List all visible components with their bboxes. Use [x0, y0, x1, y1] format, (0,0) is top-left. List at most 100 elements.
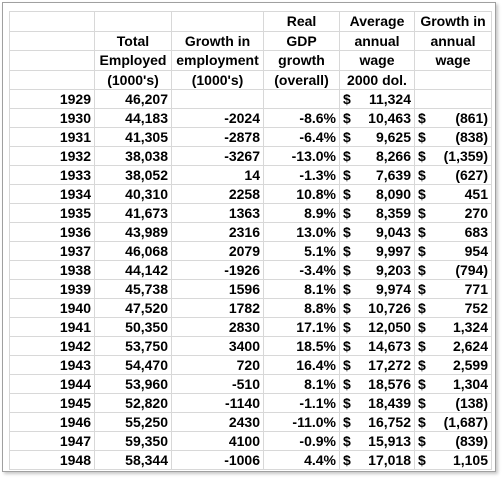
cell-text: 1929 [59, 91, 91, 107]
header-text: (1000's) [191, 71, 244, 88]
money-cell: $16,752 [339, 412, 415, 432]
cell-text: 17,018 [368, 452, 411, 468]
money-cell: $ (627) [414, 165, 492, 185]
cell-text: 1944 [59, 376, 91, 392]
cell: 44,183 [94, 108, 172, 128]
currency-sign: $ [343, 357, 351, 373]
currency-sign: $ [343, 300, 351, 316]
cell-text: 1938 [59, 262, 91, 278]
money-cell: $17,018 [339, 450, 415, 470]
cell-text: 52,820 [125, 395, 168, 411]
cell-text: 9,625 [375, 129, 411, 145]
data-row: 1932 38,038 -3267 -13.0% $8,266 $ (1,359) [9, 146, 492, 166]
header-cell: employment [171, 50, 264, 71]
cell-text: 270 [464, 205, 488, 221]
cell-text: 8,090 [375, 186, 411, 202]
currency-sign: $ [418, 433, 426, 449]
header-cell [9, 50, 95, 71]
money-cell: $ (1,359) [414, 146, 492, 166]
cell-text: (1,687) [443, 414, 488, 430]
cell-text: -1.1% [299, 395, 336, 411]
data-row: 1931 41,305 -2878 -6.4% $9,625 $ (838) [9, 127, 492, 147]
money-cell: $9,625 [339, 127, 415, 147]
cell: 5.1% [263, 241, 340, 261]
cell-text: 16,752 [368, 414, 411, 430]
cell: 16.4% [263, 355, 340, 375]
currency-sign: $ [343, 338, 351, 354]
cell-text: (138) [455, 395, 488, 411]
currency-sign: $ [418, 376, 426, 392]
cell: 17.1% [263, 317, 340, 337]
cell-text: -2878 [224, 129, 260, 145]
header-cell: (overall) [263, 69, 340, 90]
money-cell: $2,624 [414, 336, 492, 356]
cell: 1938 [9, 260, 95, 280]
cell: 40,310 [94, 184, 172, 204]
cell-text: 43,989 [125, 224, 168, 240]
cell-text: 752 [464, 300, 488, 316]
currency-sign: $ [343, 205, 351, 221]
data-row: 1934 40,310 2258 10.8% $8,090 $451 [9, 184, 492, 204]
cell: 2079 [171, 241, 264, 261]
cell: 44,142 [94, 260, 172, 280]
cell-text: 44,183 [125, 110, 168, 126]
cell: 52,820 [94, 393, 172, 413]
cell-text: 59,350 [125, 433, 168, 449]
cell: 8.1% [263, 374, 340, 394]
cell-text: 2830 [228, 319, 260, 335]
money-cell: $752 [414, 298, 492, 318]
cell-text: 7,639 [375, 167, 411, 183]
cell-text: 1,324 [452, 319, 488, 335]
cell-text: 2079 [228, 243, 260, 259]
cell: 45,738 [94, 279, 172, 299]
cell: 50,350 [94, 317, 172, 337]
header-row: (1000's) (1000's) (overall) 2000 dol. [9, 69, 492, 90]
cell: 53,960 [94, 374, 172, 394]
cell-text: 1943 [59, 357, 91, 373]
cell: 53,750 [94, 336, 172, 356]
currency-sign: $ [343, 129, 351, 145]
cell: -11.0% [263, 412, 340, 432]
data-row: 1929 46,207 $11,324 [9, 89, 492, 109]
cell-text: 11,324 [368, 91, 411, 107]
money-cell: $10,463 [339, 108, 415, 128]
cell-text: 53,960 [125, 376, 168, 392]
data-row: 1938 44,142 -1926 -3.4% $9,203 $ (794) [9, 260, 492, 280]
cell-text: 9,997 [375, 243, 411, 259]
currency-sign: $ [418, 319, 426, 335]
cell-text: 1931 [59, 129, 91, 145]
currency-sign: $ [418, 243, 426, 259]
cell-text: 55,250 [125, 414, 168, 430]
cell: -2878 [171, 127, 264, 147]
cell-text: 2,599 [452, 357, 488, 373]
currency-sign: $ [418, 167, 426, 183]
money-cell: $683 [414, 222, 492, 242]
cell-text: (1,359) [443, 148, 488, 164]
cell-text: 4.4% [304, 452, 336, 468]
header-text: Growth in [184, 32, 251, 49]
cell-text: -13.0% [291, 148, 336, 164]
currency-sign: $ [343, 243, 351, 259]
money-cell: $ (138) [414, 393, 492, 413]
cell-text: 1,105 [452, 452, 488, 468]
cell-text: 9,043 [375, 224, 411, 240]
money-cell [414, 89, 492, 109]
cell-text: 47,520 [125, 300, 168, 316]
cell-text: 1932 [59, 148, 91, 164]
data-row: 1948 58,344 -1006 4.4% $17,018 $1,105 [9, 450, 492, 470]
money-cell: $9,043 [339, 222, 415, 242]
cell: 1937 [9, 241, 95, 261]
cell: -1140 [171, 393, 264, 413]
cell: 8.8% [263, 298, 340, 318]
cell: 720 [171, 355, 264, 375]
cell-text: -0.9% [299, 433, 336, 449]
cell-text: 12,050 [368, 319, 411, 335]
currency-sign: $ [418, 395, 426, 411]
currency-sign: $ [418, 224, 426, 240]
cell-text: 8.9% [304, 205, 336, 221]
header-cell: (1000's) [171, 69, 264, 90]
cell: -2024 [171, 108, 264, 128]
cell-text: 8.1% [304, 376, 336, 392]
currency-sign: $ [418, 300, 426, 316]
cell: 41,673 [94, 203, 172, 223]
